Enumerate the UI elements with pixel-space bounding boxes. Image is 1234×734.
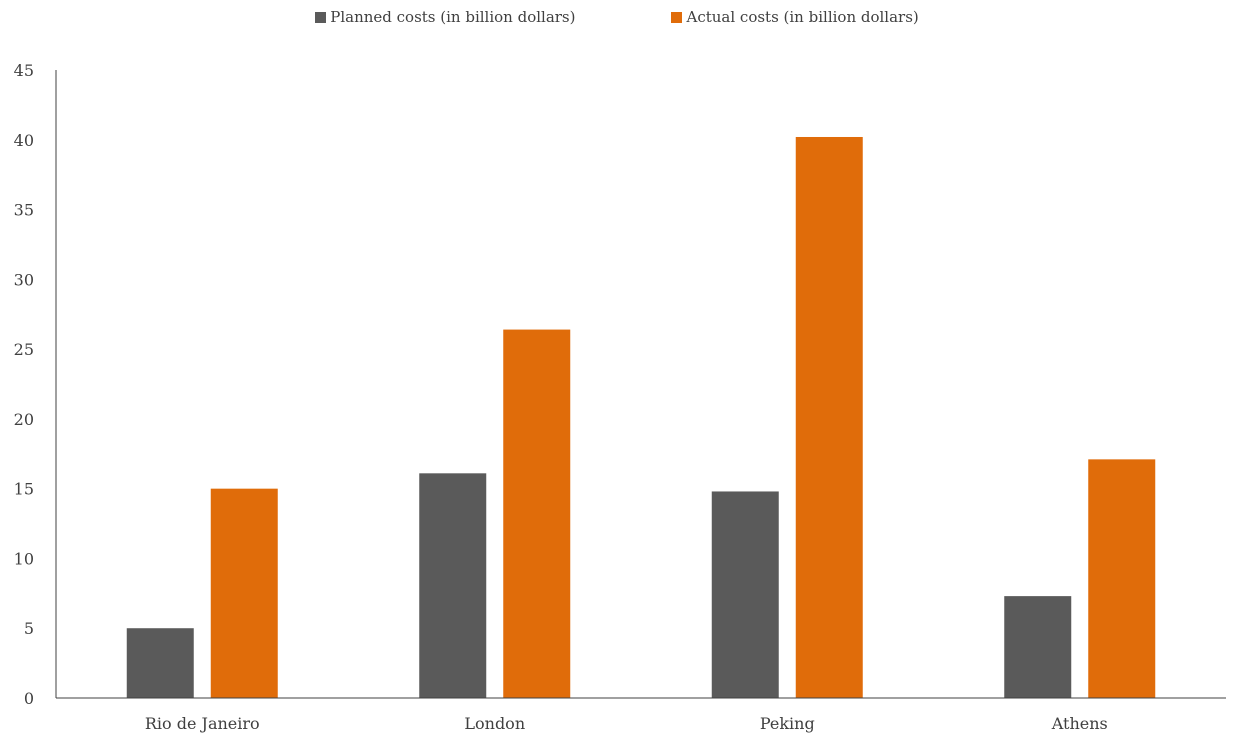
- legend-label-actual: Actual costs (in billion dollars): [686, 8, 919, 26]
- x-axis-ticks: Rio de Janeiro London Peking Athens: [145, 714, 1108, 733]
- legend-label-planned: Planned costs (in billion dollars): [330, 8, 576, 26]
- bar-actual-rio-de-janeiro: [210, 488, 278, 698]
- y-tick-label: 40: [14, 131, 34, 150]
- y-axis-ticks: 0 5 10 15 20 25 30 35 40 45: [14, 61, 34, 708]
- x-tick-label: Peking: [760, 714, 815, 733]
- legend-swatch-planned: [315, 11, 327, 23]
- bar-planned-london: [419, 473, 487, 698]
- legend-swatch-actual: [671, 11, 683, 23]
- y-tick-label: 45: [14, 61, 34, 80]
- x-tick-label: Athens: [1051, 714, 1108, 733]
- x-tick-label: London: [464, 714, 525, 733]
- y-tick-label: 35: [14, 201, 34, 220]
- legend: Planned costs (in billion dollars) Actua…: [0, 8, 1234, 26]
- y-tick-label: 0: [24, 689, 34, 708]
- bar-planned-athens: [1004, 596, 1072, 698]
- bar-planned-rio-de-janeiro: [126, 628, 194, 698]
- y-tick-label: 30: [14, 270, 34, 289]
- bar-actual-peking: [795, 136, 863, 698]
- bar-actual-london: [503, 329, 571, 698]
- legend-item-actual: Actual costs (in billion dollars): [671, 8, 919, 26]
- x-tick-label: Rio de Janeiro: [145, 714, 260, 733]
- y-tick-label: 5: [24, 619, 34, 638]
- legend-item-planned: Planned costs (in billion dollars): [315, 8, 575, 26]
- bar-actual-athens: [1088, 459, 1156, 698]
- y-tick-label: 25: [14, 340, 34, 359]
- y-tick-label: 10: [14, 549, 34, 568]
- bar-planned-peking: [711, 491, 779, 698]
- bars: [126, 136, 1156, 698]
- y-tick-label: 20: [14, 410, 34, 429]
- y-tick-label: 15: [14, 480, 34, 499]
